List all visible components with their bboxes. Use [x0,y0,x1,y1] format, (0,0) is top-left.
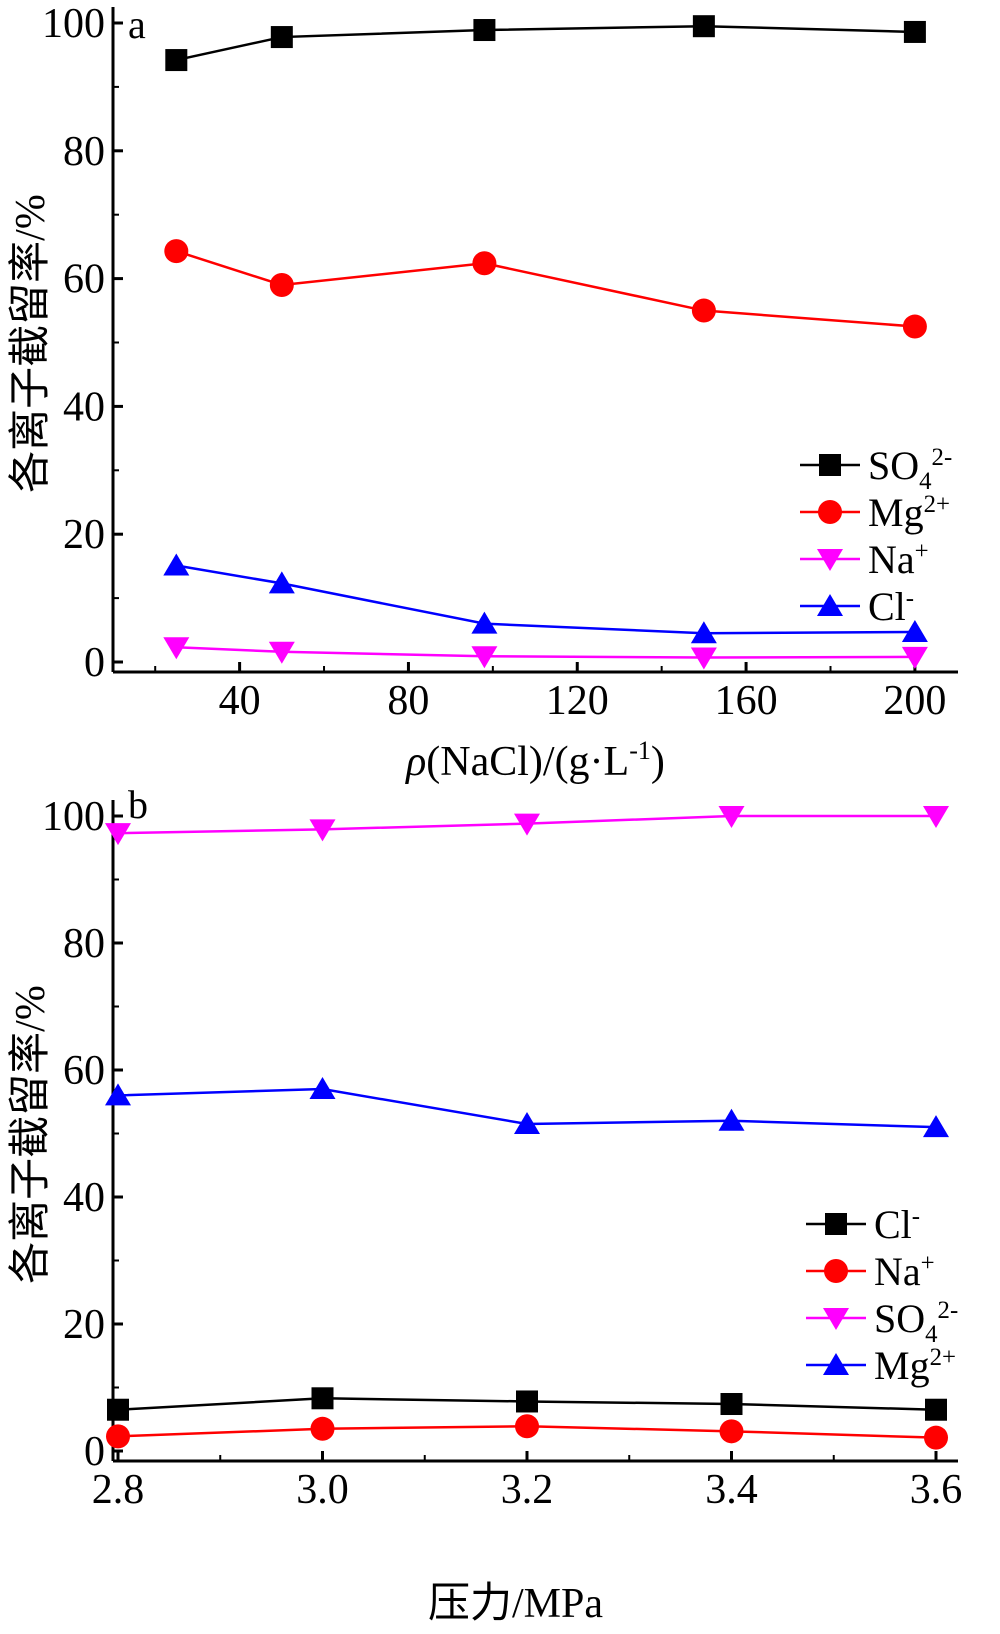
y-tick-label: 60 [63,1048,105,1094]
data-point [690,647,717,670]
data-point [902,314,927,339]
data-point [309,819,336,842]
data-point [270,26,293,49]
legend-marker [818,500,842,524]
y-tick-label: 0 [84,640,105,686]
legend-label: Mg2+ [874,1343,956,1388]
y-tick-label: 60 [63,257,105,303]
series-1 [164,239,927,339]
legend-marker [823,1353,849,1375]
data-point [690,621,717,644]
x-tick-label: 80 [387,678,429,724]
y-tick-label: 80 [63,129,105,175]
legend-marker [817,594,843,616]
series-3 [163,553,928,644]
panel-label: b [128,782,148,827]
data-point [471,646,498,669]
y-tick-label: 40 [63,1175,105,1221]
series-line [176,564,915,635]
data-point [107,1398,129,1421]
legend-label: Na+ [874,1249,935,1294]
series-2 [163,637,928,670]
series-1 [106,1414,948,1450]
data-point [310,1416,335,1441]
data-point [164,239,189,264]
x-axis-title: 压力/MPa [428,1581,603,1627]
data-point [719,1419,744,1444]
x-tick-label: 3.2 [501,1467,554,1513]
data-point [473,19,496,42]
y-tick-label: 20 [63,512,105,558]
legend: SO42-Mg2+Na+Cl- [800,443,952,629]
data-point [720,1393,743,1416]
legend-label: SO42- [868,443,952,495]
data-point [514,1111,540,1134]
data-point [903,20,926,43]
data-point [268,641,295,664]
data-point [925,1398,947,1421]
x-tick-label: 120 [546,678,609,724]
legend-marker [824,1259,848,1283]
y-tick-label: 0 [84,1429,105,1475]
data-point [901,646,928,669]
data-point [269,272,294,297]
x-axis-title: ρ(NaCl)/(g·L-1) [404,736,665,785]
data-point [514,813,540,836]
x-tick-label: 3.6 [910,1467,963,1513]
data-point [691,298,716,323]
data-point [901,619,928,642]
x-tick-label: 3.0 [296,1467,349,1513]
data-point [692,15,715,38]
data-point [309,1077,336,1100]
panel-a-chart: 0 20 40 60 80 100 40 80 120 160 200 SO42-Mg2+Na+Cl-… [7,1,958,785]
data-point [924,1425,948,1450]
data-point [106,1424,130,1449]
y-tick-label: 40 [63,384,105,430]
legend: Cl-Na+SO42-Mg2+ [806,1202,958,1388]
series-0 [107,1387,947,1421]
legend-label: SO42- [874,1296,958,1348]
legend-label: Cl- [868,584,914,629]
data-point [268,571,295,594]
x-tick-label: 40 [219,678,261,724]
data-point [923,1115,949,1138]
data-point [472,251,497,276]
series-2 [105,806,949,846]
data-point [923,806,949,828]
data-point [105,1083,131,1106]
data-point [165,49,188,72]
data-point [311,1387,334,1410]
y-axis-title: 各离子截留率/% [7,985,54,1284]
series-0 [165,15,926,72]
y-tick-label: 100 [42,794,105,840]
data-point [163,553,190,576]
y-tick-label: 80 [63,921,105,967]
legend-marker [819,454,841,476]
y-axis-title: 各离子截留率/% [7,194,54,493]
legend-label: Na+ [868,537,929,582]
data-point [718,1108,745,1131]
series-3 [105,1077,949,1138]
x-tick-label: 160 [715,678,778,724]
y-tick-label: 20 [63,1302,105,1348]
legend-label: Mg2+ [868,490,950,535]
panel-b-chart: 0 20 40 60 80 100 2.8 3.0 3.2 3.4 3.6 Cl-Na+SO42-Mg… [7,782,962,1627]
legend-marker [817,549,843,571]
data-point [718,806,745,828]
panel-label: a [128,2,146,47]
data-point [515,1414,539,1439]
data-point [105,823,131,846]
x-tick-label: 3.4 [705,1467,758,1513]
legend-label: Cl- [874,1202,920,1247]
data-point [471,611,498,634]
x-tick-label: 2.8 [92,1467,145,1513]
legend-marker [825,1213,847,1235]
data-point [516,1390,538,1413]
y-tick-label: 100 [42,1,105,47]
data-point [163,637,190,660]
x-tick-label: 200 [883,678,946,724]
legend-marker [823,1308,849,1330]
